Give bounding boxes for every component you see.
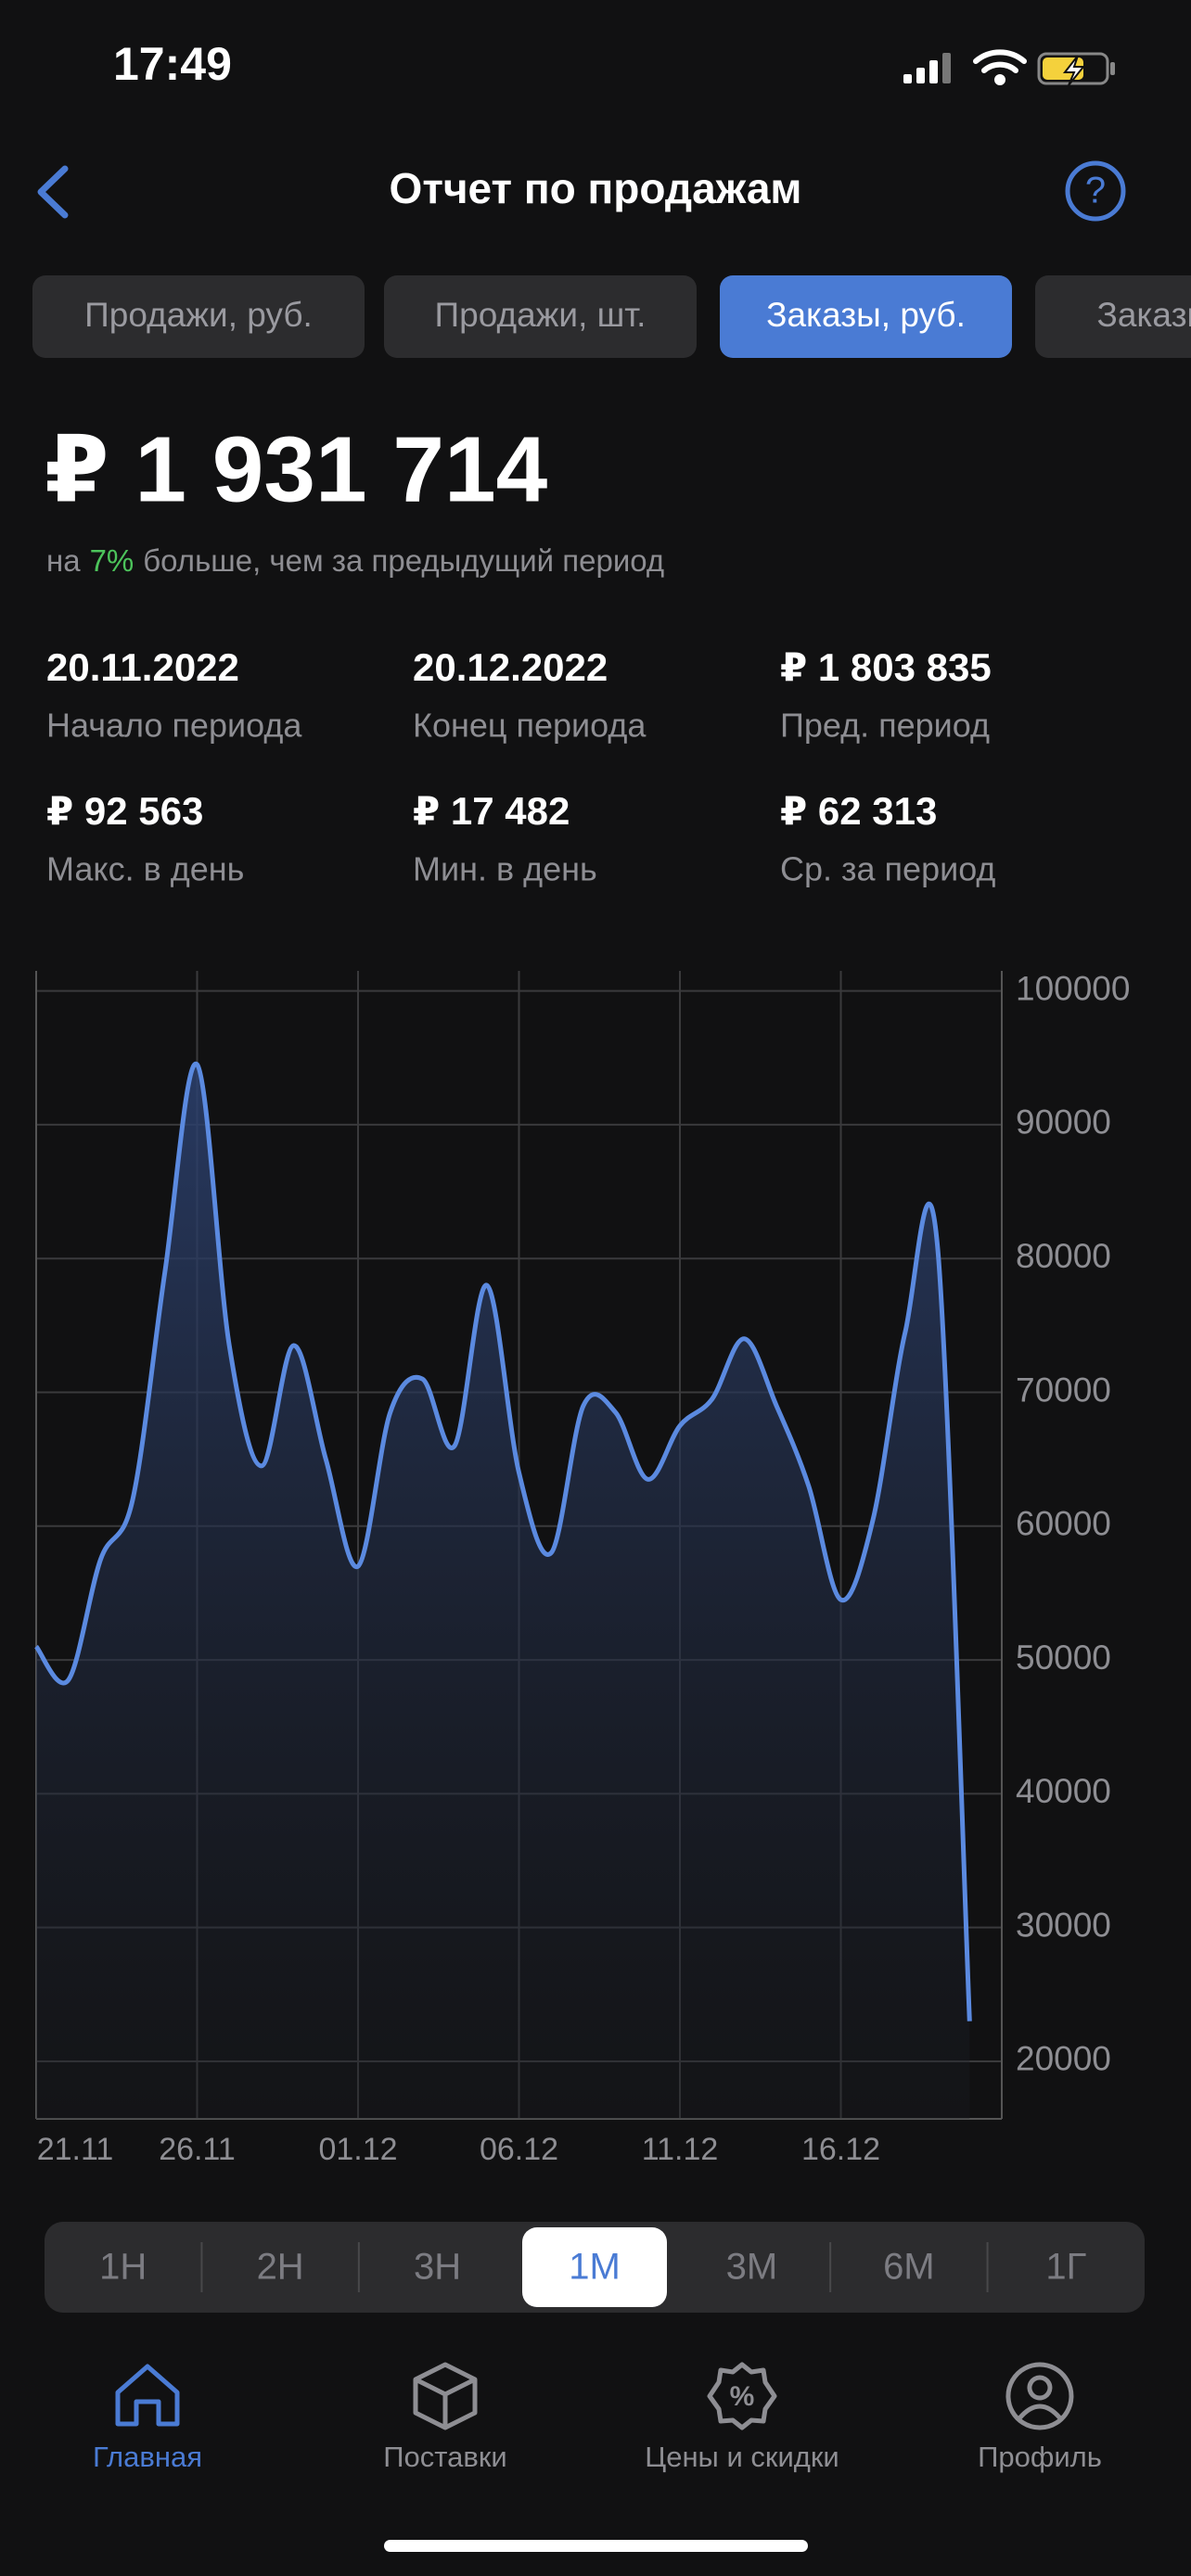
- wifi-icon: [973, 49, 1027, 85]
- tab-label: Заказы, руб.: [766, 296, 966, 334]
- tab[interactable]: Заказы, руб.: [720, 275, 1012, 358]
- stat-value: ₽ 1 803 835: [780, 645, 992, 689]
- y-tick-label: 40000: [1016, 1772, 1111, 1810]
- tab-bg: [1035, 275, 1191, 358]
- period-button[interactable]: 6М: [883, 2247, 935, 2288]
- nav-icon: [413, 2362, 478, 2430]
- nav-item[interactable]: % Цены и скидки: [645, 2362, 839, 2473]
- tab[interactable]: Продажи, шт.: [384, 275, 697, 358]
- stat-value: 20.11.2022: [46, 645, 239, 689]
- stat-label: Начало периода: [46, 707, 302, 745]
- x-tick-label: 06.12: [480, 2132, 558, 2167]
- stat-label: Конец периода: [413, 707, 647, 745]
- x-tick-label: 11.12: [642, 2132, 719, 2167]
- status-time: 17:49: [113, 38, 232, 90]
- y-tick-label: 50000: [1016, 1639, 1111, 1677]
- stat-label: Пред. период: [780, 707, 990, 745]
- period-label: 3М: [726, 2247, 778, 2288]
- tabs: Продажи, руб. Продажи, шт. Заказы, руб. Зак…: [32, 275, 1191, 358]
- back-button[interactable]: [37, 165, 69, 219]
- period-label: 1Н: [99, 2247, 147, 2288]
- stat-value: ₽ 92 563: [46, 789, 203, 833]
- nav-icon: [115, 2364, 180, 2427]
- x-tick-label: 21.11: [37, 2132, 114, 2167]
- y-tick-label: 20000: [1016, 2040, 1111, 2078]
- period-label: 1Г: [1045, 2247, 1086, 2288]
- nav-item[interactable]: Поставки: [383, 2362, 507, 2473]
- signal-icon: [903, 53, 951, 83]
- change-suffix: больше, чем за предыдущий период: [143, 543, 664, 578]
- period-button[interactable]: 3Н: [414, 2247, 461, 2288]
- y-tick-label: 30000: [1016, 1906, 1111, 1944]
- y-tick-label: 70000: [1016, 1371, 1111, 1409]
- period-button[interactable]: 2Н: [257, 2247, 304, 2288]
- tab-label: Заказы, шт.: [1096, 296, 1191, 334]
- nav-label: Поставки: [383, 2441, 506, 2473]
- chart: 20000 30000 40000 50000 60000 70000 80000 90000…: [33, 969, 1130, 2167]
- stat-label: Мин. в день: [413, 850, 597, 888]
- nav-label: Цены и скидки: [645, 2441, 839, 2473]
- help-button[interactable]: ?: [1065, 160, 1126, 222]
- stat-label: Макс. в день: [46, 850, 244, 888]
- tab-bar: Главная Поставки% Цены и скидки Профиль: [93, 2362, 1102, 2473]
- x-tick-label: 01.12: [318, 2132, 397, 2167]
- tab-bg: [384, 275, 697, 358]
- y-tick-label: 60000: [1016, 1505, 1111, 1543]
- x-tick-label: 16.12: [801, 2132, 880, 2167]
- tab-bg: [720, 275, 1012, 358]
- nav-icon: [1005, 2362, 1074, 2430]
- change-prefix: на: [46, 543, 81, 578]
- tab-label: Продажи, шт.: [435, 296, 647, 334]
- change-text: на 7% больше, чем за предыдущий период: [46, 543, 664, 578]
- period-button[interactable]: 1Г: [1045, 2247, 1086, 2288]
- stats: 20.11.2022 Начало периода 20.12.2022 Конец …: [46, 645, 995, 887]
- nav-label: Профиль: [978, 2441, 1102, 2473]
- stat-label: Ср. за период: [780, 850, 995, 888]
- x-tick-label: 26.11: [159, 2132, 236, 2167]
- change-value: 7%: [90, 543, 134, 578]
- period-button[interactable]: 1Н: [99, 2247, 147, 2288]
- svg-text:?: ?: [1085, 171, 1106, 211]
- period-button[interactable]: 1М: [522, 2227, 667, 2307]
- period-label: 2Н: [257, 2247, 304, 2288]
- line: [33, 1061, 972, 2021]
- stat-value: 20.12.2022: [413, 645, 608, 689]
- y-tick-label: 100000: [1016, 969, 1130, 1007]
- period-label: 1М: [569, 2247, 621, 2288]
- area-fill: [36, 1064, 970, 2119]
- stat-value: ₽ 17 482: [413, 789, 570, 833]
- home-indicator: [384, 2540, 808, 2552]
- period-label: 3Н: [414, 2247, 461, 2288]
- tab-label: Продажи, руб.: [84, 296, 313, 334]
- tab[interactable]: Заказы, шт.: [1035, 275, 1191, 358]
- screen-title: Отчет по продажам: [390, 164, 802, 212]
- nav-label: Главная: [93, 2441, 202, 2473]
- periods: 1Н 2Н 3Н 1М 3М 6М 1Г: [99, 2227, 1086, 2307]
- period-button[interactable]: 3М: [726, 2247, 778, 2288]
- tab-bg: [32, 275, 365, 358]
- stat-value: ₽ 62 313: [780, 789, 937, 833]
- nav-icon: [707, 2362, 777, 2430]
- total-value: ₽ 1 931 714: [45, 417, 548, 521]
- tab[interactable]: Продажи, руб.: [32, 275, 365, 358]
- nav-item[interactable]: Профиль: [978, 2362, 1102, 2473]
- period-active-bg: [522, 2227, 667, 2307]
- nav-icon-glyph: %: [730, 2381, 755, 2412]
- y-tick-label: 80000: [1016, 1237, 1111, 1275]
- nav-item[interactable]: Главная: [93, 2364, 202, 2473]
- y-tick-label: 90000: [1016, 1103, 1111, 1141]
- period-label: 6М: [883, 2247, 935, 2288]
- battery-icon: [1037, 52, 1115, 86]
